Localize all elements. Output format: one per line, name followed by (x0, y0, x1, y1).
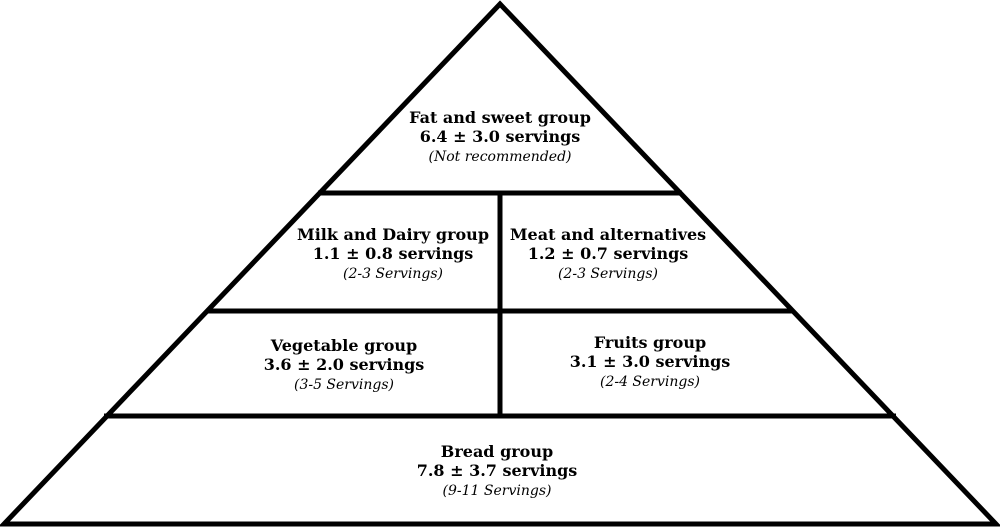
vegetable-group-name: Vegetable group (270, 336, 418, 355)
fruits-group-label: Fruits group 3.1 ± 3.0 servings (2-4 Ser… (570, 333, 731, 391)
vegetable-group-recommendation: (3-5 Servings) (293, 377, 395, 394)
fruits-group-name: Fruits group (593, 333, 707, 352)
vegetable-group-label: Vegetable group 3.6 ± 2.0 servings (3-5 … (264, 336, 425, 394)
bread-group-servings: 7.8 ± 3.7 servings (416, 461, 578, 481)
milk-dairy-group-servings: 1.1 ± 0.8 servings (312, 244, 474, 264)
meat-group-label: Meat and alternatives 1.2 ± 0.7 servings… (510, 225, 706, 283)
milk-dairy-group-name: Milk and Dairy group (296, 225, 490, 244)
bread-group-label: Bread group 7.8 ± 3.7 servings (9-11 Ser… (417, 442, 578, 500)
fruits-group-recommendation: (2-4 Servings) (599, 374, 701, 391)
milk-dairy-group-recommendation: (2-3 Servings) (342, 266, 444, 283)
bread-group-recommendation: (9-11 Servings) (442, 483, 552, 500)
fruits-group-servings: 3.1 ± 3.0 servings (569, 352, 731, 372)
vegetable-group-servings: 3.6 ± 2.0 servings (263, 355, 425, 375)
milk-dairy-group-label: Milk and Dairy group 1.1 ± 0.8 servings … (297, 225, 489, 283)
meat-group-name: Meat and alternatives (509, 225, 707, 244)
meat-group-servings: 1.2 ± 0.7 servings (527, 244, 689, 264)
fat-sweet-group-servings: 6.4 ± 3.0 servings (419, 127, 581, 147)
fat-sweet-group-label: Fat and sweet group 6.4 ± 3.0 servings (… (409, 108, 591, 166)
bread-group-name: Bread group (440, 442, 554, 461)
fat-sweet-group-name: Fat and sweet group (409, 108, 591, 127)
meat-group-recommendation: (2-3 Servings) (557, 266, 659, 283)
fat-sweet-group-recommendation: (Not recommended) (428, 149, 572, 166)
